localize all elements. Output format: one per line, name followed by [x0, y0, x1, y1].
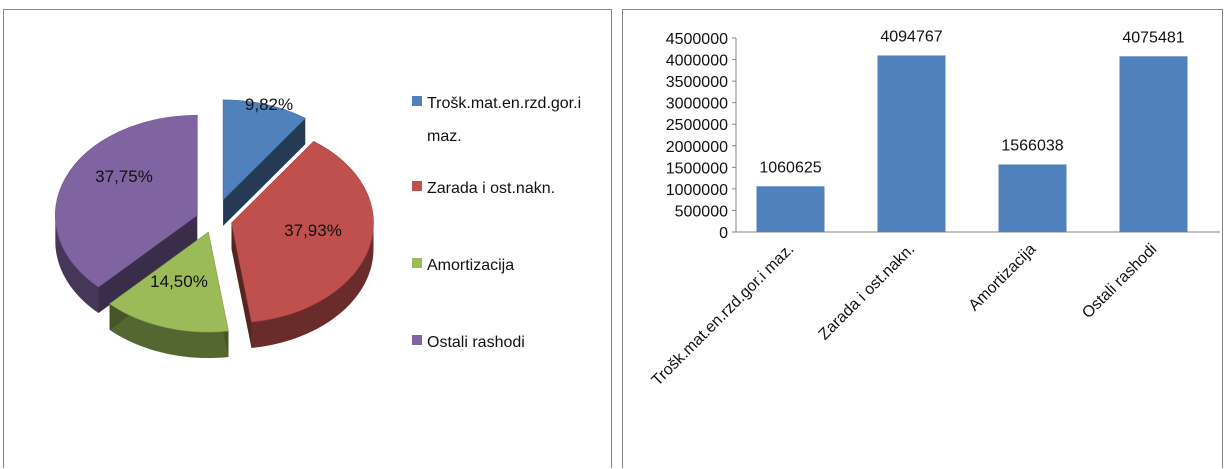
x-tick-label-tro-k-mat-en-rzd-gor-i-maz: Trošk.mat.en.rzd.gor.i maz.	[649, 241, 798, 390]
bar-data-label-ostali-rashodi: 4075481	[1122, 29, 1184, 46]
y-tick-label: 2500000	[666, 117, 728, 134]
y-tick-label: 500000	[675, 203, 728, 220]
y-tick-label: 1000000	[666, 182, 728, 199]
y-tick-label: 3500000	[666, 74, 728, 91]
bar-data-label-tro-k-mat-en-rzd-gor-i-maz: 1060625	[759, 159, 821, 176]
legend-label-zarada-i-ost-nakn: Zarada i ost.nakn.	[427, 180, 555, 197]
y-tick-label: 4500000	[666, 31, 728, 48]
bar-data-label-amortizacija: 1566038	[1001, 137, 1063, 154]
y-tick-label: 2000000	[666, 139, 728, 156]
legend-swatch-tro-k-mat-en-rzd-gor-i-maz	[412, 96, 422, 106]
x-tick-label-amortizacija: Amortizacija	[966, 241, 1040, 315]
y-tick-label: 1500000	[666, 160, 728, 177]
bar-data-label-zarada-i-ost-nakn: 4094767	[880, 28, 942, 45]
pie-data-label-tro-k-mat-en-rzd-gor-i-maz: 9,82%	[245, 95, 293, 114]
pie-side-tro-k-mat-en-rzd-gor-i-maz-1	[223, 118, 306, 226]
legend-label-tro-k-mat-en-rzd-gor-i-maz: Trošk.mat.en.rzd.gor.i	[427, 95, 581, 112]
legend-label-tro-k-mat-en-rzd-gor-i-maz-line2: maz.	[427, 128, 462, 145]
pie-data-label-zarada-i-ost-nakn: 37,93%	[284, 221, 342, 240]
bars	[756, 55, 1188, 233]
pie-data-label-amortizacija: 14,50%	[150, 272, 208, 291]
pie-data-label-ostali-rashodi: 37,75%	[95, 167, 153, 186]
pie-wall-amortizacija	[109, 303, 229, 359]
pie-slice-tro-k-mat-en-rzd-gor-i-maz	[222, 99, 306, 201]
bar-ostali-rashodi	[1119, 56, 1188, 233]
pie-slice-ostali-rashodi	[55, 114, 198, 288]
y-tick-labels: 0 500000 1000000 1500000 2000000 2500000 30000…	[666, 31, 728, 242]
y-tick-label: 0	[719, 225, 728, 242]
legend-swatch-amortizacija	[412, 258, 422, 268]
x-tick-label-ostali-rashodi: Ostali rashodi	[1079, 241, 1160, 322]
legend-label-ostali-rashodi: Ostali rashodi	[427, 334, 525, 351]
pie-side-ostali-rashodi-0	[98, 215, 198, 314]
bar-tro-k-mat-en-rzd-gor-i-maz	[756, 186, 825, 232]
legend-swatch-ostali-rashodi	[412, 335, 422, 345]
pie-side-zarada-i-ost-nakn-1	[231, 222, 252, 348]
pie-slice-tops	[55, 99, 374, 333]
legend-label-amortizacija: Amortizacija	[427, 257, 514, 274]
pie-legend: Trošk.mat.en.rzd.gor.i maz. Zarada i ost.n…	[412, 95, 581, 351]
pie-wall-ostali-rashodi	[55, 215, 99, 314]
pie-slice-zarada-i-ost-nakn	[231, 141, 374, 323]
pie-chart-panel: 9,82% 37,93% 14,50% 37,75% Trošk.mat.en.rzd.…	[3, 9, 612, 468]
x-tick-labels: Trošk.mat.en.rzd.gor.i maz. Zarada i ost.…	[649, 241, 1161, 390]
bar-zarada-i-ost-nakn	[877, 55, 946, 232]
y-tick-label: 4000000	[666, 53, 728, 70]
legend-swatch-zarada-i-ost-nakn	[412, 181, 422, 191]
y-tick-label: 3000000	[666, 96, 728, 113]
bar-data-labels: 1060625 4094767 1566038 4075481	[759, 28, 1184, 176]
pie-slice-amortizacija	[109, 231, 229, 333]
bar-amortizacija	[998, 164, 1067, 232]
bar-chart-panel: 0 500000 1000000 1500000 2000000 2500000 30000…	[622, 9, 1223, 468]
bar-chart: 0 500000 1000000 1500000 2000000 2500000 30000…	[649, 28, 1220, 390]
pie-chart: 9,82% 37,93% 14,50% 37,75% Trošk.mat.en.rzd.…	[55, 95, 581, 359]
x-tick-label-zarada-i-ost-nakn: Zarada i ost.nakn.	[816, 241, 919, 344]
